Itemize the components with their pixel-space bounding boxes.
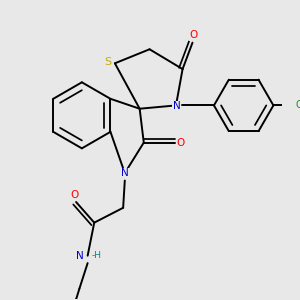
Text: S: S xyxy=(105,58,112,68)
Text: O: O xyxy=(189,30,197,40)
Text: N: N xyxy=(76,251,83,261)
Text: N: N xyxy=(173,101,181,111)
Text: O: O xyxy=(70,190,79,200)
Text: N: N xyxy=(121,168,129,178)
Text: O: O xyxy=(177,138,185,148)
Text: Cl: Cl xyxy=(296,100,300,110)
Text: -H: -H xyxy=(92,251,102,260)
